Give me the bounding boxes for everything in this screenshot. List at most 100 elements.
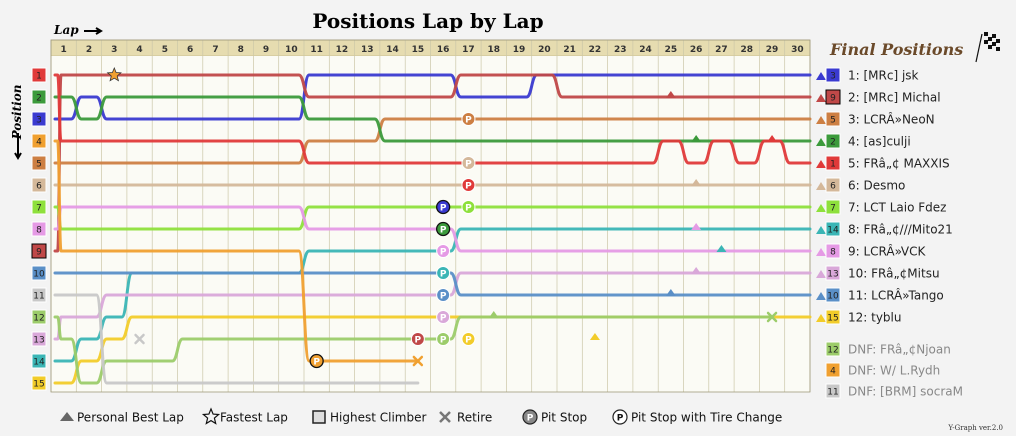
- personal-best-marker: [691, 179, 702, 186]
- pit-letter: P: [440, 314, 447, 324]
- flag-square: [992, 34, 996, 38]
- y-axis-arrow: [14, 133, 22, 160]
- legend-pit-letter: P: [527, 414, 534, 424]
- start-badge: [31, 89, 47, 105]
- lap-number: 12: [336, 45, 349, 55]
- flag-square: [996, 47, 1000, 51]
- start-position-number: 3: [36, 116, 42, 126]
- pit-stop-marker: P: [410, 332, 425, 346]
- flag-square: [988, 45, 992, 49]
- lap-number: 8: [238, 45, 244, 55]
- final-badge-number: 6: [830, 182, 836, 192]
- pit-circle: [410, 332, 425, 346]
- lap-number: 7: [212, 45, 218, 55]
- pit-stop-marker: P: [461, 178, 476, 192]
- pit-stop-marker: P: [461, 112, 476, 126]
- start-badge: [31, 67, 47, 83]
- lap-number: 26: [690, 45, 703, 55]
- start-position-number: 14: [33, 358, 45, 368]
- final-label-mitsu: 10: FRâ„¢Mitsu: [848, 267, 940, 281]
- start-badge: [31, 309, 47, 325]
- final-label-maxxis: 5: FRâ„¢ MAXXIS: [848, 157, 950, 171]
- start-position-number: 10: [33, 270, 45, 280]
- pit-circle: [461, 112, 476, 126]
- dnf-label-socram: DNF: [BRM] socraM: [848, 385, 963, 399]
- final-badge-number: 8: [830, 248, 836, 258]
- dnf-badge-number: 11: [827, 388, 838, 398]
- personal-best-marker: [691, 223, 702, 230]
- final-badge-desmo: [825, 177, 841, 193]
- flag-square: [988, 37, 992, 41]
- pit-circle: [436, 310, 451, 324]
- lap-number: 4: [136, 45, 142, 55]
- final-arrow-mitsu: [816, 270, 826, 278]
- legend-pit-icon: [612, 409, 628, 425]
- final-badge-tyblu: [825, 309, 841, 325]
- start-badge: [31, 199, 47, 215]
- flag-square: [984, 40, 988, 44]
- lap-number: 21: [563, 45, 576, 55]
- final-badge-number: 1: [830, 160, 836, 170]
- pit-letter: P: [465, 336, 472, 346]
- lap-number: 29: [766, 45, 779, 55]
- pit-circle: [461, 200, 476, 214]
- retire-marker: [766, 311, 778, 323]
- series-line-maxxis: [53, 73, 812, 165]
- lap-number: 14: [386, 45, 399, 55]
- final-badge-number: 15: [827, 314, 838, 324]
- lap-number: 11: [310, 45, 323, 55]
- lap-number: 22: [589, 45, 602, 55]
- pit-stop-marker: P: [461, 332, 476, 346]
- final-positions-title: Final Positions: [829, 40, 963, 59]
- final-arrow-neon: [816, 116, 826, 124]
- start-badge: [31, 375, 47, 391]
- legend-label: Fastest Lap: [220, 411, 288, 425]
- pit-letter: P: [440, 248, 447, 258]
- start-position-number: 1: [36, 72, 42, 82]
- legend-label: Pit Stop with Tire Change: [631, 411, 782, 425]
- start-position-number: 13: [33, 336, 44, 346]
- chart-title: Positions Lap by Lap: [312, 9, 543, 33]
- fastest-lap-star: [106, 66, 122, 82]
- final-label-desmo: 6: Desmo: [848, 179, 905, 193]
- retire-marker: [412, 355, 424, 367]
- pit-stop-marker: P: [436, 244, 451, 258]
- checkered-flag-icon: [975, 32, 1000, 63]
- start-position-number: 6: [36, 182, 42, 192]
- pit-stop-marker: P: [461, 156, 476, 170]
- start-position-number: 9: [36, 248, 42, 258]
- pit-stop-marker: P: [436, 310, 451, 324]
- legend-item-hc: Highest Climber: [312, 410, 426, 425]
- start-badge: [31, 111, 47, 127]
- pit-letter: P: [440, 270, 447, 280]
- lap-number: 23: [614, 45, 627, 55]
- legend-pit-letter: P: [617, 414, 624, 424]
- pit-circle: [309, 353, 324, 369]
- pit-letter: P: [440, 226, 447, 236]
- pit-letter: P: [465, 204, 472, 214]
- lap-number: 10: [285, 45, 298, 55]
- final-badge-number: 7: [830, 204, 836, 214]
- pit-letter: P: [440, 292, 447, 302]
- final-arrow-michal: [816, 94, 826, 102]
- pit-circle: [435, 221, 451, 237]
- final-badge-mitsu: [825, 265, 841, 281]
- personal-best-marker: [716, 245, 727, 252]
- start-position-number: 5: [36, 160, 42, 170]
- lap-number: 28: [740, 45, 753, 55]
- personal-best-marker: [691, 267, 702, 274]
- plot-frame: [50, 39, 811, 393]
- start-badge: [31, 243, 47, 259]
- legend-item-pt: P Pit Stop with Tire Change: [612, 409, 782, 425]
- start-badge: [31, 353, 47, 369]
- flag-square: [992, 42, 996, 46]
- final-arrow-culji: [816, 138, 826, 146]
- pit-stop-marker: P: [436, 332, 451, 346]
- pit-letter: P: [465, 116, 472, 126]
- pit-circle: [461, 332, 476, 346]
- pit-letter: P: [465, 182, 472, 192]
- start-position-number: 15: [33, 380, 44, 390]
- legend-label: Personal Best Lap: [77, 411, 184, 425]
- pit-letter: P: [440, 204, 447, 214]
